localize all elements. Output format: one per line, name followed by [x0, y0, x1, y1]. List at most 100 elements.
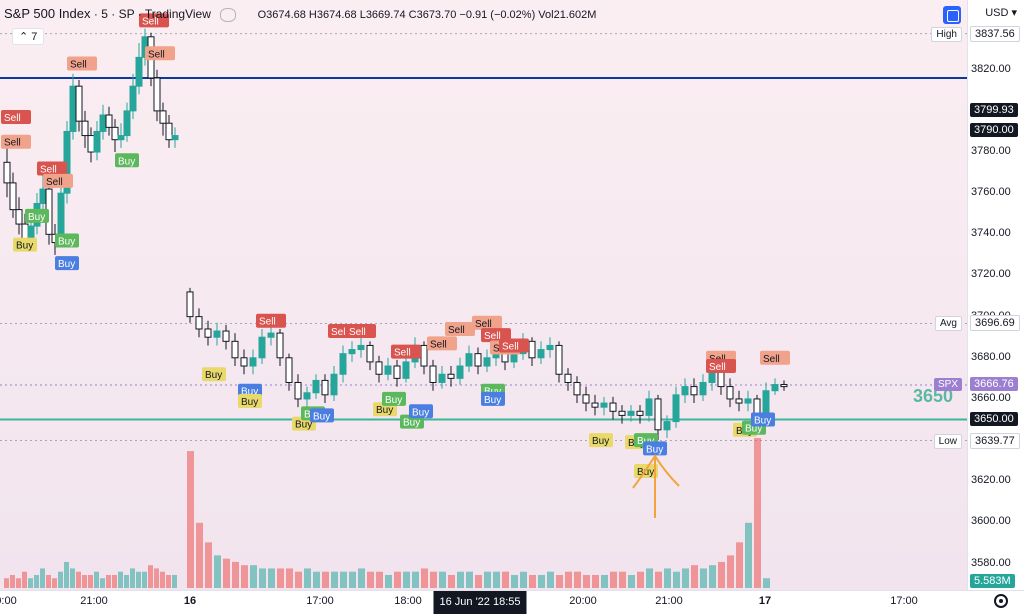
time-scale[interactable]: 0:0021:001617:0018:0019:0020:0021:001717…	[0, 590, 1024, 615]
sell-signal-tag	[445, 321, 475, 336]
sell-signal-label: Sell	[46, 177, 63, 188]
volume-bar	[112, 574, 117, 588]
indicator-collapse-button[interactable]: ⌃ 7	[12, 28, 45, 45]
candle-body	[717, 371, 725, 388]
volume-bar	[610, 571, 617, 588]
sell-signal-tag	[472, 315, 502, 330]
sell-signal-label: Sell	[4, 113, 21, 124]
candle-body	[429, 365, 437, 383]
volume-bar	[538, 574, 545, 588]
candle-body	[636, 410, 644, 416]
volume-bar	[709, 565, 716, 588]
sell-signal-tag	[391, 344, 421, 359]
candle-body	[393, 365, 401, 379]
price-tick-label: 3780.00	[971, 145, 1011, 158]
buy-signal-label: Buy	[754, 416, 771, 427]
candle-body	[267, 332, 275, 338]
currency-selector[interactable]: USD ▾	[985, 7, 1017, 19]
volume-bar	[646, 568, 653, 588]
volume-bar	[322, 571, 329, 588]
volume-bar	[40, 568, 45, 588]
sell-signal-tag	[256, 313, 286, 328]
sell-signal-label: Sell	[475, 319, 492, 330]
volume-bar	[358, 568, 365, 588]
volume-bar	[46, 574, 51, 588]
separator-dot: ·	[111, 7, 119, 21]
price-tag: 3799.93	[970, 103, 1018, 118]
chart-pane[interactable]: Sell Sell Buy Buy Sell Sell Buy Buy Sell Buy Sell S…	[0, 0, 967, 590]
volume-bar	[349, 571, 356, 588]
volume-bar	[136, 571, 141, 588]
price-scale[interactable]: USD ▾ 3820.003800.003780.003760.003740.0…	[967, 0, 1024, 590]
sell-signal-label: Sell	[259, 317, 276, 328]
volume-bar	[664, 568, 671, 588]
candle-body	[348, 349, 356, 355]
candle-body	[609, 402, 617, 412]
candle-body	[744, 398, 752, 404]
candle-body	[186, 291, 194, 318]
volume-bar	[502, 571, 509, 588]
price-tag: 3696.69	[970, 315, 1020, 332]
candle-body	[762, 390, 770, 416]
buy-signal-tag	[589, 433, 613, 448]
volume-bar	[421, 568, 428, 588]
exchange-label: SP	[118, 7, 135, 21]
price-tag: 3837.56	[970, 25, 1020, 42]
candle-body	[483, 357, 491, 367]
candle-body	[681, 386, 689, 396]
buy-signal-label: Buy	[28, 212, 45, 223]
volume-bar	[52, 578, 57, 588]
series-name-tag: Avg	[934, 316, 962, 332]
time-tick-label: 16	[183, 595, 197, 607]
volume-bar	[574, 571, 581, 588]
gear-icon[interactable]	[994, 594, 1008, 608]
sell-signal-label: Sell	[331, 327, 348, 338]
sell-signal-tag	[706, 359, 736, 374]
interval-label[interactable]: 5	[101, 7, 108, 21]
volume-bar	[763, 578, 770, 588]
volume-bar	[637, 571, 644, 588]
candle-body	[87, 135, 95, 153]
price-tag: 3639.77	[970, 432, 1020, 449]
volume-bar	[295, 571, 302, 588]
candlestick-chart[interactable]: SellSellBuyBuySellSellBuyBuySellBuySellS…	[0, 0, 967, 590]
chart-settings-icon[interactable]	[943, 6, 961, 24]
separator-dot: ·	[93, 7, 102, 21]
sell-signal-tag	[499, 338, 529, 353]
buy-signal-label: Buy	[403, 418, 420, 429]
candle-body	[600, 402, 608, 408]
volume-bar	[118, 571, 123, 588]
candle-body	[699, 381, 707, 396]
candle-body	[165, 122, 173, 141]
buy-signal-label: Buy	[592, 436, 609, 447]
sell-signal-label: Sell	[394, 348, 411, 359]
eye-icon[interactable]	[220, 7, 237, 22]
symbol-name[interactable]: S&P 500 Index	[4, 6, 91, 21]
buy-signal-tag	[55, 256, 79, 271]
buy-signal-label: Buy	[484, 395, 501, 406]
series-name-tag: High	[931, 26, 962, 42]
candle-body	[321, 379, 329, 396]
sell-signal-label: Sell	[502, 341, 519, 352]
candle-body	[384, 365, 392, 375]
buy-signal-tag	[481, 391, 505, 406]
volume-bar	[166, 574, 171, 588]
buy-signal-label: Buy	[745, 424, 762, 435]
volume-bar	[700, 568, 707, 588]
volume-bar	[394, 571, 401, 588]
price-tick-label: 3820.00	[971, 62, 1011, 75]
volume-bar	[466, 571, 473, 588]
candle-body	[375, 361, 383, 375]
candle-body	[99, 114, 107, 132]
buy-signal-tag	[202, 367, 226, 382]
buy-signal-tag	[310, 408, 334, 423]
candle-body	[117, 135, 125, 141]
volume-bar	[754, 438, 761, 588]
price-tick-label: 3620.00	[971, 474, 1011, 487]
candle-body	[213, 330, 221, 338]
annotation-arrow-head	[632, 454, 680, 489]
volume-bar	[106, 574, 111, 588]
candle-body	[555, 344, 563, 375]
volume-bar	[529, 574, 536, 588]
price-tick-label: 3740.00	[971, 227, 1011, 240]
